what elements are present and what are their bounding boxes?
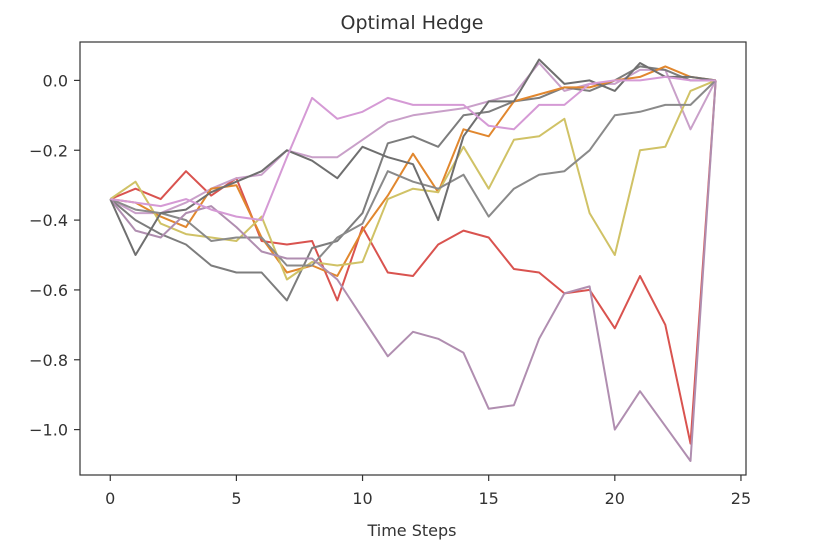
series-line-3 <box>109 65 716 302</box>
series-line-1 <box>109 80 717 445</box>
x-tick-label: 5 <box>231 489 241 508</box>
x-tick-label: 20 <box>605 489 625 508</box>
chart-title: Optimal Hedge <box>340 12 483 34</box>
plot-frame <box>79 41 747 476</box>
x-tick-label: 25 <box>731 489 751 508</box>
series-line-9 <box>110 75 716 222</box>
series-line-6 <box>109 79 717 267</box>
x-axis: 0 5 10 15 20 25 <box>105 475 751 508</box>
series-line-2 <box>109 62 717 215</box>
y-tick-label: 0.0 <box>43 71 68 90</box>
series-line-4 <box>110 65 716 277</box>
y-tick-label: −0.8 <box>29 351 68 370</box>
x-tick-label: 15 <box>479 489 499 508</box>
series-line-5 <box>109 79 717 281</box>
series-line-7 <box>109 80 717 462</box>
x-tick-label: 10 <box>352 489 372 508</box>
y-tick-label: −0.4 <box>29 211 68 230</box>
series-layer <box>109 58 717 462</box>
y-axis: 0.0 −0.2 −0.4 −0.6 −0.8 −1.0 <box>29 71 80 440</box>
y-tick-label: −1.0 <box>29 421 68 440</box>
x-tick-label: 0 <box>105 489 115 508</box>
y-tick-label: −0.6 <box>29 281 68 300</box>
series-line-8 <box>109 58 716 256</box>
y-tick-label: −0.2 <box>29 141 68 160</box>
x-axis-label: Time Steps <box>366 521 456 540</box>
